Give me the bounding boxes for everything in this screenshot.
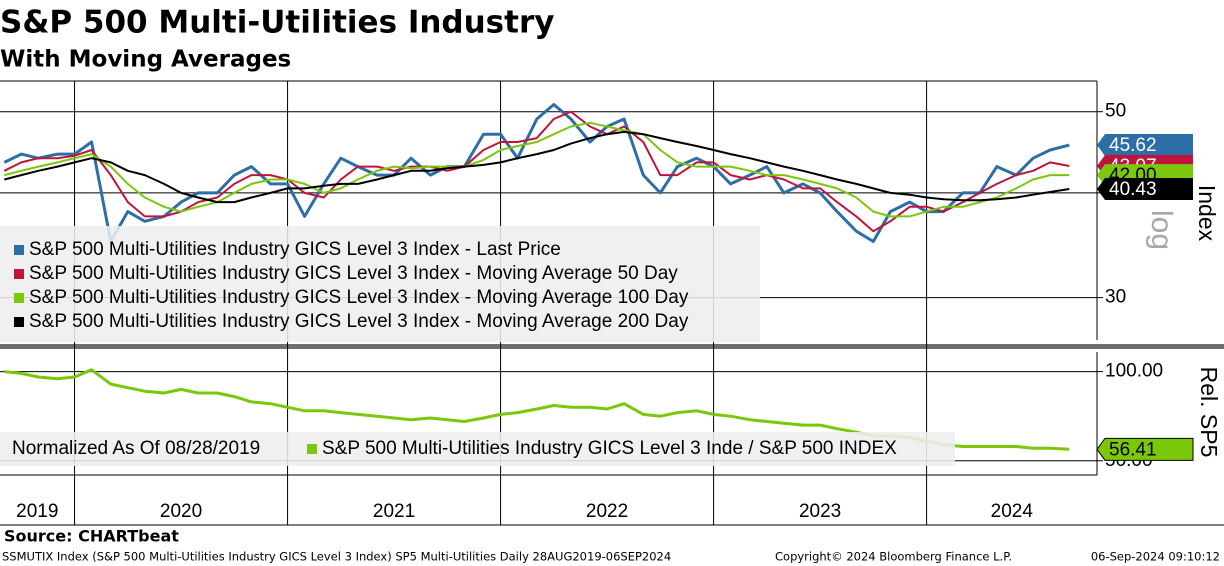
series-line [3, 103, 1070, 243]
legend-label: S&P 500 Multi-Utilities Industry GICS Le… [29, 311, 689, 332]
x-tick-label: 2019 [16, 501, 58, 522]
value-tag-label: 45.62 [1109, 135, 1157, 156]
legend-box [0, 432, 955, 466]
legend-swatch [14, 269, 24, 279]
value-tag [1097, 134, 1193, 157]
legend-label: S&P 500 Multi-Utilities Industry GICS Le… [322, 438, 897, 459]
value-tag-label: 40.43 [1109, 179, 1157, 200]
x-tick-label: 2023 [799, 501, 841, 522]
legend-swatch [14, 317, 24, 327]
value-tag [1096, 437, 1194, 461]
chart-title: S&P 500 Multi-Utilities Industry [0, 5, 554, 41]
chart-subtitle: With Moving Averages [0, 47, 291, 73]
legend-box [0, 226, 760, 342]
legend-label: S&P 500 Multi-Utilities Industry GICS Le… [29, 239, 561, 260]
legend-swatch [14, 293, 24, 303]
legend-label: S&P 500 Multi-Utilities Industry GICS Le… [29, 263, 678, 284]
y-axis-label: Index [1194, 185, 1220, 242]
y-tick-label: 30 [1105, 287, 1126, 308]
scale-label: log [1145, 210, 1178, 250]
x-tick-label: 2022 [586, 501, 628, 522]
y-tick-label: 50 [1105, 101, 1126, 122]
y-axis-label: Rel. SP5 [1196, 367, 1222, 458]
footer: Copyright© 2024 Bloomberg Finance L.P. [775, 550, 1012, 564]
x-tick-label: 2021 [373, 501, 415, 522]
series-line [4, 130, 1070, 204]
legend-note: Normalized As Of 08/28/2019 [12, 438, 260, 459]
x-tick-label: 2024 [991, 501, 1034, 522]
legend-label: S&P 500 Multi-Utilities Industry GICS Le… [29, 287, 689, 308]
series-line [3, 110, 1070, 233]
value-tag-label: 56.41 [1109, 439, 1157, 460]
panel-separator [0, 344, 1224, 349]
y-tick-label: 100.00 [1105, 361, 1163, 382]
legend-swatch [14, 245, 24, 255]
footer: 06-Sep-2024 09:10:12 [1091, 550, 1220, 564]
series-line [4, 121, 1070, 218]
value-tag [1097, 178, 1193, 201]
source: Source: CHARTbeat [4, 527, 179, 546]
x-tick-label: 2020 [160, 501, 202, 522]
legend-swatch [307, 444, 317, 454]
footer: SSMUTIX Index (S&P 500 Multi-Utilities I… [2, 550, 671, 564]
